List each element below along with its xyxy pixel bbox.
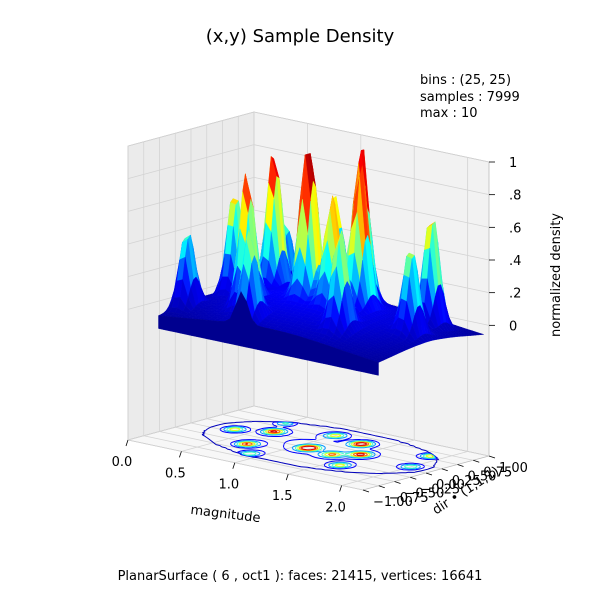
grid-line <box>143 435 379 487</box>
grid-line <box>253 144 490 196</box>
grid-line <box>127 111 255 147</box>
info-line: max : 10 <box>420 106 478 121</box>
surface-skirt <box>284 332 291 357</box>
surface-skirt <box>196 318 203 339</box>
x-tick-label: 0.0 <box>112 455 133 470</box>
z-tick-label: 0 <box>509 319 517 334</box>
x-axis-label: magnitude <box>190 503 262 526</box>
y-tick-label: −1.00 <box>373 495 413 510</box>
tick-mark <box>362 489 370 493</box>
y-tick-label: −0.50 <box>405 487 445 502</box>
tick-mark <box>339 485 343 492</box>
surface-skirt <box>218 320 225 343</box>
surface-skirt <box>191 318 198 337</box>
y-tick-label: 1.00 <box>499 461 528 476</box>
surface-skirt <box>262 327 269 353</box>
z-tick-label: 1 <box>509 156 517 171</box>
surface-skirt <box>207 319 214 341</box>
surface-skirt <box>185 318 192 336</box>
surface-skirt <box>312 340 319 363</box>
grid-line <box>253 111 490 163</box>
grid-line <box>253 405 490 457</box>
tick-mark <box>441 468 448 472</box>
surface-skirt <box>290 333 297 359</box>
surface-skirt <box>317 341 324 364</box>
z-tick-label: .4 <box>509 254 521 269</box>
contour-plot <box>201 420 439 474</box>
tick-mark <box>179 451 182 458</box>
tick-mark <box>425 472 433 476</box>
y-tick-label: −0.75 <box>389 491 429 506</box>
tick-mark <box>394 481 401 484</box>
y-tick-label: 0.00 <box>436 478 465 493</box>
density-surface <box>157 149 484 376</box>
surface-skirt <box>339 349 346 369</box>
x-tick-label: 0.5 <box>165 466 186 481</box>
surface-skirt <box>361 356 368 374</box>
surface-skirt <box>356 355 363 373</box>
surface-skirt <box>323 343 330 366</box>
surface-skirt <box>202 319 209 340</box>
contour-level <box>245 430 368 456</box>
chart-title: (x,y) Sample Density <box>206 26 395 47</box>
grid-line <box>127 176 255 212</box>
tick-mark <box>488 455 496 459</box>
tick-mark <box>285 473 289 481</box>
surface-skirt <box>180 317 187 335</box>
caption: PlanarSurface ( 6 , oct1 ): faces: 21415… <box>118 569 483 584</box>
surface-skirt <box>279 330 286 356</box>
z-axis-label: normalized density <box>549 213 564 337</box>
surface-skirt <box>301 336 308 361</box>
tick-mark <box>232 462 236 469</box>
contour-level <box>223 421 437 470</box>
info-line: bins : (25, 25) <box>420 73 511 88</box>
y-tick-label: −0.25 <box>420 482 460 497</box>
surface-skirt <box>163 315 170 332</box>
x-tick-label: 2.0 <box>325 501 346 516</box>
surface-skirt <box>213 320 220 342</box>
surface-skirt <box>328 345 335 367</box>
grid-line <box>159 431 395 482</box>
z-tick-label: .2 <box>509 287 521 302</box>
grid-line <box>127 439 364 491</box>
surface-skirt <box>169 316 176 333</box>
contour-level <box>226 422 435 469</box>
surface-skirt <box>295 335 302 360</box>
chart-info: bins : (25, 25) samples : 7999 max : 10 <box>420 73 520 121</box>
surface-skirt <box>367 358 374 375</box>
surface-skirt <box>372 360 379 376</box>
surface-skirt <box>240 290 247 348</box>
surface-skirt <box>158 315 165 330</box>
surface-skirt <box>345 351 352 370</box>
tick-mark <box>473 459 480 463</box>
z-tick-label: .8 <box>509 189 521 204</box>
z-tick-label: .6 <box>509 221 521 236</box>
info-line: samples : 7999 <box>420 90 520 105</box>
surface-skirt <box>273 329 280 355</box>
x-tick-label: 1.5 <box>272 489 293 504</box>
tick-mark <box>378 485 385 489</box>
y-tick-label: 0.50 <box>468 470 497 485</box>
x-tick-label: 1.0 <box>218 478 239 493</box>
y-tick-label: 0.75 <box>483 465 512 480</box>
tick-mark <box>457 464 464 467</box>
y-tick-label: 0.25 <box>452 474 481 489</box>
surface-skirt <box>334 347 341 368</box>
surface-skirt <box>268 328 275 354</box>
surface-skirt <box>224 318 231 344</box>
grid-line <box>127 144 255 180</box>
grid-line <box>253 176 490 228</box>
grid-line <box>238 409 474 461</box>
surface-skirt <box>174 317 181 334</box>
tick-mark <box>410 476 417 480</box>
contour-level <box>219 421 438 471</box>
surface-skirt <box>350 353 357 371</box>
grid-line <box>222 414 458 465</box>
surface-skirt <box>306 338 313 362</box>
axis-ticks: 0.00.51.01.52.0 −1.00−0.75−0.50−0.250.000… <box>112 156 528 516</box>
tick-mark <box>125 439 129 447</box>
surface-skirt <box>257 325 264 352</box>
